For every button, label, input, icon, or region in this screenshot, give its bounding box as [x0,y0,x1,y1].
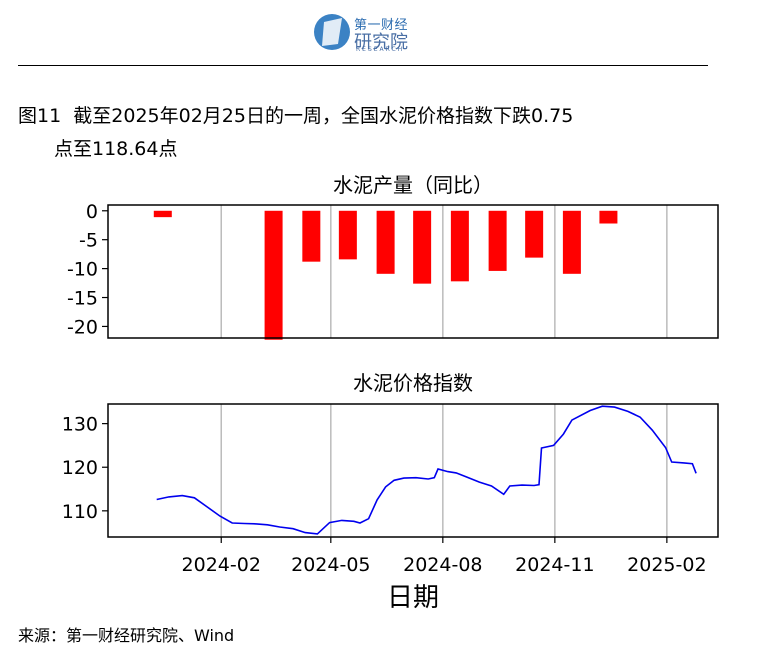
bar [450,210,469,282]
figure-label: 图11 [18,105,62,127]
bar-chart-ytick-label: -15 [67,288,98,310]
source-note: 来源：第一财经研究院、Wind [18,626,235,645]
bar [302,210,321,262]
line-chart-ytick-label: 120 [62,457,98,479]
bar [338,210,357,260]
research-logo [314,14,350,50]
logo-main-text: 研究院 [354,32,408,53]
x-axis-tick-label: 2024-11 [515,554,594,576]
line-chart-frame [107,403,719,538]
bar [264,210,283,340]
bar [562,210,581,274]
figure-title: 图11 截至2025年02月25日的一周，全国水泥价格指数下跌0.75 点至11… [18,100,718,166]
bar-chart-ytick-label: -20 [67,316,98,338]
cement-price-index-line [156,405,697,535]
header-divider [18,65,708,66]
line-chart-ytick-label: 110 [62,501,98,523]
bar [376,210,395,274]
bar [599,210,618,224]
line-chart-ytick-label: 130 [62,414,98,436]
bar-chart-ytick-label: 0 [86,201,98,223]
x-axis-label: 日期 [387,583,439,613]
logo-top-text: 第一财经 [354,18,409,33]
bar-chart-title: 水泥产量（同比） [333,173,493,197]
logo-sub-text: RESEARCH [356,46,405,53]
figure-title-line1: 截至2025年02月25日的一周，全国水泥价格指数下跌0.75 [73,105,574,127]
bar [153,210,172,218]
x-axis-tick-label: 2025-02 [627,554,706,576]
x-axis-tick-label: 2024-08 [403,554,482,576]
x-axis-tick-label: 2024-02 [182,554,261,576]
chart-area: 水泥产量（同比） 0 -5 -10 -15 -20 水泥价格指数 110 120 130 2024-… [62,173,719,613]
x-axis-tick-label: 2024-05 [291,554,370,576]
bar [413,210,432,284]
line-chart-title: 水泥价格指数 [353,371,473,395]
figure-title-line2: 点至118.64点 [54,138,178,160]
bar-chart-ytick-label: -5 [79,230,98,252]
bar-chart-frame [107,204,719,339]
bar-chart-ytick-label: -10 [67,259,98,281]
bar [525,210,544,258]
bar [488,210,507,271]
